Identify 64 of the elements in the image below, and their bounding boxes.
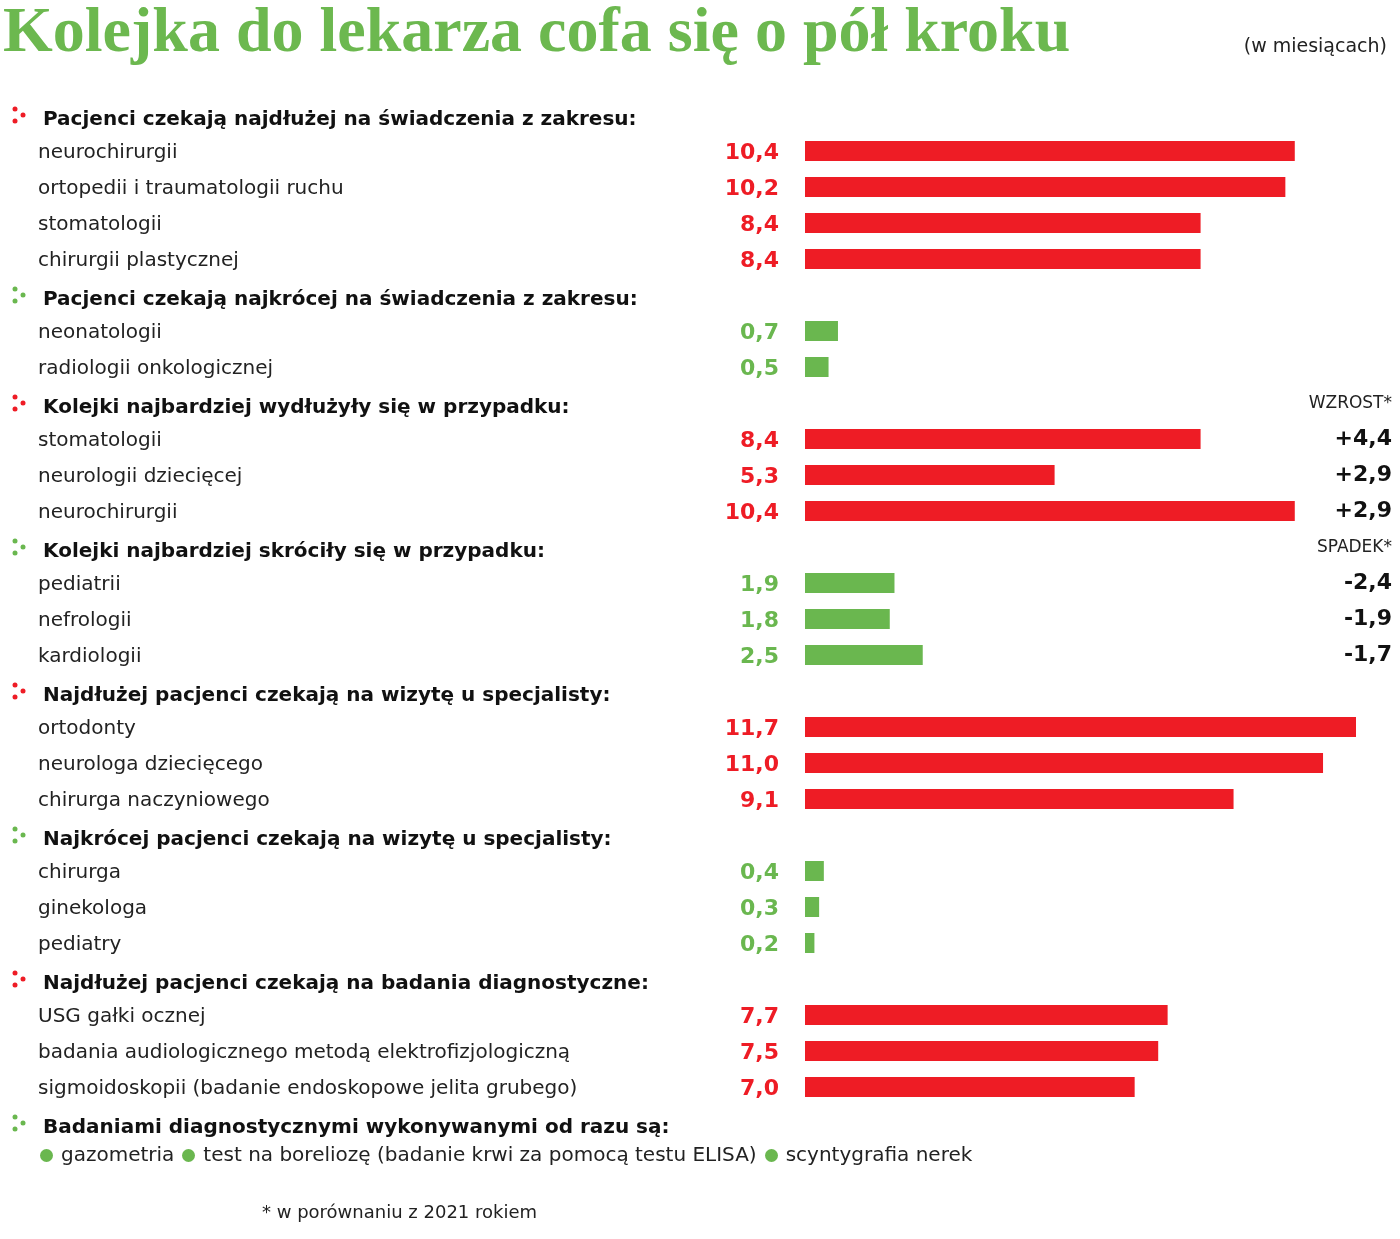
y-tick-label: neurochirurgii — [38, 139, 178, 163]
data-label: 0,2 — [740, 930, 779, 956]
data-label: 5,3 — [740, 462, 779, 488]
text: Pacjenci czekają najdłużej na świadczenia z zakresu: — [43, 106, 637, 130]
y-tick-label: chirurgii plastycznej — [38, 247, 239, 271]
y-tick-label: stomatologii — [38, 427, 162, 451]
data-label: 7,5 — [740, 1038, 779, 1064]
data-label: 0,7 — [740, 318, 779, 344]
text: +4,4 — [1334, 424, 1392, 450]
data-label: 9,1 — [740, 786, 779, 812]
category-label: gazometria — [61, 1142, 175, 1166]
text: (w miesiącach) — [1243, 33, 1387, 56]
text: -2,4 — [1343, 568, 1393, 594]
data-label: 11,0 — [724, 750, 779, 776]
text: Kolejki najbardziej wydłużyły się w przypadku: — [43, 394, 570, 418]
text: Badaniami diagnostycznymi wykonywanymi od razu są: — [43, 1114, 670, 1138]
text: Najkrócej pacjenci czekają na wizytę u specjalisty: — [43, 826, 612, 850]
category-label: scyntygrafia nerek — [785, 1142, 973, 1166]
text: -1,7 — [1343, 640, 1393, 666]
data-label: 1,8 — [740, 606, 779, 632]
data-label: 7,7 — [740, 1002, 779, 1028]
y-tick-label: ortodonty — [38, 715, 136, 739]
y-tick-label: badania audiologicznego metodą elektrofizjologiczną — [38, 1039, 571, 1063]
data-label: 11,7 — [724, 714, 779, 740]
y-tick-label: ginekologa — [38, 895, 148, 919]
y-tick-label: neurologa dziecięcego — [38, 751, 263, 775]
y-tick-label: pediatry — [38, 931, 122, 955]
y-tick-label: stomatologii — [38, 211, 162, 235]
data-label: 7,0 — [740, 1074, 779, 1100]
data-label: 8,4 — [740, 246, 779, 272]
text: Kolejki najbardziej skróciły się w przypadku: — [43, 538, 545, 562]
text: Najdłużej pacjenci czekają na badania diagnostyczne: — [43, 970, 649, 994]
text: -1,9 — [1343, 604, 1393, 630]
y-tick-label: ortopedii i traumatologii ruchu — [38, 175, 344, 199]
data-label: 10,4 — [724, 498, 779, 524]
y-tick-label: radiologii onkologicznej — [38, 355, 274, 379]
data-label: 10,2 — [724, 174, 779, 200]
y-tick-label: sigmoidoskopii (badanie endoskopowe jelita grubego) — [38, 1075, 578, 1099]
data-label: 10,4 — [724, 138, 779, 164]
data-label: 2,5 — [740, 642, 779, 668]
y-tick-label: neurochirurgii — [38, 499, 178, 523]
y-tick-label: neurologii dziecięcej — [38, 463, 243, 487]
y-tick-label: pediatrii — [38, 571, 121, 595]
text: +2,9 — [1334, 496, 1392, 522]
data-label: 8,4 — [740, 210, 779, 236]
text: +2,9 — [1334, 460, 1392, 486]
data-label: 1,9 — [740, 570, 779, 596]
text: Najdłużej pacjenci czekają na wizytę u specjalisty: — [43, 682, 611, 706]
text: * w porównaniu z 2021 rokiem — [262, 1201, 538, 1222]
category-label: test na boreliozę (badanie krwi za pomocą testu ELISA) — [203, 1142, 757, 1166]
text: SPADEK* — [1316, 535, 1393, 556]
text: Pacjenci czekają najkrócej na świadczenia z zakresu: — [43, 286, 638, 310]
y-tick-label: neonatologii — [38, 319, 162, 343]
data-label: 0,5 — [740, 354, 779, 380]
y-tick-label: kardiologii — [38, 643, 142, 667]
data-label: 8,4 — [740, 426, 779, 452]
y-tick-label: chirurga — [38, 859, 121, 883]
data-label: 0,4 — [740, 858, 779, 884]
y-tick-label: USG gałki ocznej — [38, 1003, 206, 1027]
data-label: 0,3 — [740, 894, 779, 920]
text: Kolejka do lekarza cofa się o pół kroku — [3, 0, 1071, 65]
y-tick-label: nefrologii — [38, 607, 132, 631]
y-tick-label: chirurga naczyniowego — [38, 787, 270, 811]
text: WZROST* — [1308, 391, 1392, 412]
